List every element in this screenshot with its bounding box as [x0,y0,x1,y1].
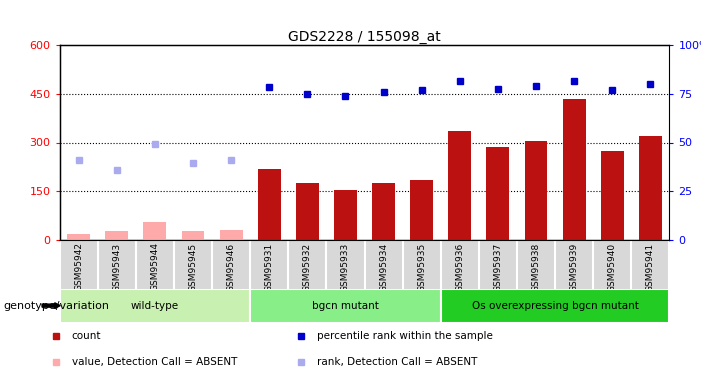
Bar [441,289,669,322]
Text: rank, Detection Call = ABSENT: rank, Detection Call = ABSENT [317,357,477,368]
Bar [144,222,166,240]
Text: GSM95935: GSM95935 [417,243,426,292]
Title: GDS2228 / 155098_at: GDS2228 / 155098_at [288,30,441,44]
Bar [372,183,395,240]
Text: GSM95934: GSM95934 [379,243,388,292]
Text: GSM95932: GSM95932 [303,243,312,292]
Bar [258,168,280,240]
Bar [105,231,128,240]
Bar [60,289,250,322]
Bar [524,141,547,240]
Text: GSM95941: GSM95941 [646,243,655,292]
Bar [67,234,90,240]
Text: GSM95946: GSM95946 [226,243,236,292]
Bar [334,190,357,240]
Bar [182,231,205,240]
Text: GSM95939: GSM95939 [570,243,578,292]
Text: GSM95944: GSM95944 [151,243,159,291]
Text: genotype/variation: genotype/variation [4,301,109,310]
Bar [250,289,441,322]
Text: GSM95942: GSM95942 [74,243,83,291]
Bar [639,136,662,240]
Text: wild-type: wild-type [131,301,179,310]
Text: GSM95943: GSM95943 [112,243,121,292]
Text: GSM95933: GSM95933 [341,243,350,292]
Bar [486,147,510,240]
Text: value, Detection Call = ABSENT: value, Detection Call = ABSENT [72,357,237,368]
Text: Os overexpressing bgcn mutant: Os overexpressing bgcn mutant [472,301,639,310]
Text: GSM95936: GSM95936 [456,243,464,292]
Text: count: count [72,331,101,341]
Text: GSM95937: GSM95937 [494,243,503,292]
Text: GSM95938: GSM95938 [531,243,540,292]
Bar [410,180,433,240]
Text: bgcn mutant: bgcn mutant [312,301,379,310]
Text: percentile rank within the sample: percentile rank within the sample [317,331,493,341]
Bar [449,131,471,240]
Bar [563,99,585,240]
Bar [296,183,319,240]
Bar [219,230,243,240]
Text: GSM95940: GSM95940 [608,243,617,292]
Text: GSM95945: GSM95945 [189,243,198,292]
Bar [601,151,624,240]
Text: GSM95931: GSM95931 [265,243,273,292]
